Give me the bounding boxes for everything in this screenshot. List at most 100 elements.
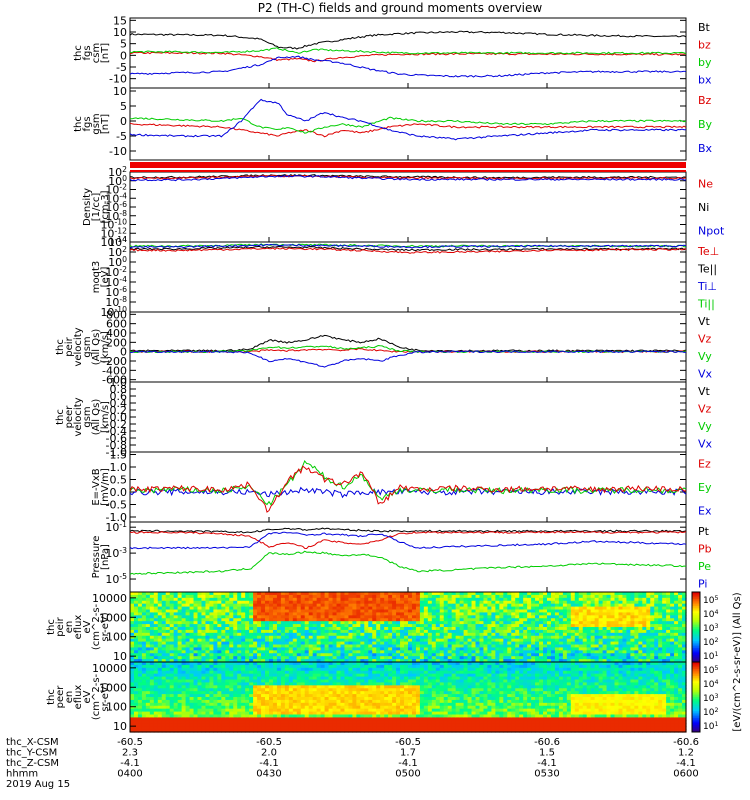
spectrogram-cell — [269, 659, 274, 663]
spectrogram-cell — [288, 711, 294, 716]
spectrogram-cell — [455, 621, 461, 625]
spectrogram-cell — [427, 624, 433, 628]
spectrogram-cell — [415, 650, 421, 654]
spectrogram-cell — [372, 632, 377, 637]
spectrogram-cell — [674, 615, 679, 619]
spectrogram-cell — [404, 641, 409, 646]
spectrogram-cell — [499, 647, 504, 651]
spectrogram-cell — [193, 592, 199, 596]
spectrogram-cell — [284, 621, 290, 625]
spectrogram-cell — [348, 659, 353, 663]
spectrogram-cell — [269, 726, 274, 730]
spectrogram-cell — [265, 673, 270, 678]
spectrogram-cell — [288, 708, 294, 713]
spectrogram-cell — [431, 612, 437, 616]
spectrogram-cell — [336, 702, 342, 707]
spectrogram-cell — [682, 627, 687, 631]
spectrogram-cell — [495, 656, 500, 660]
spectrogram-cell — [130, 624, 135, 628]
spectrogram-cell — [197, 629, 203, 634]
spectrogram-cell — [157, 594, 163, 599]
spectrogram-cell — [626, 632, 631, 637]
spectrogram-cell — [257, 723, 262, 727]
spectrogram-cell — [261, 714, 266, 719]
spectrogram-cell — [276, 635, 282, 640]
spectrogram-cell — [451, 653, 457, 657]
spectrogram-cell — [300, 673, 306, 678]
legend-Pb: Pb — [698, 542, 712, 555]
spectrogram-cell — [598, 606, 604, 611]
spectrogram-cell — [133, 667, 139, 672]
spectrogram-cell — [411, 653, 417, 657]
spectrogram-cell — [261, 615, 266, 619]
spectrogram-cell — [245, 711, 250, 716]
spectrogram-cell — [261, 635, 266, 640]
spectrogram-cell — [352, 632, 357, 637]
spectrogram-cell — [590, 615, 596, 619]
spectrogram-cell — [483, 627, 489, 631]
spectrogram-cell — [590, 592, 596, 596]
spectrogram-cell — [392, 638, 397, 643]
spectrogram-cell — [646, 603, 651, 608]
spectrogram-cell — [328, 697, 334, 701]
spectrogram-cell — [547, 644, 552, 649]
spectrogram-cell — [443, 618, 449, 622]
spectrogram-cell — [550, 627, 556, 631]
spectrogram-cell — [324, 714, 330, 719]
spectrogram-cell — [435, 592, 441, 596]
spectrogram-cell — [249, 670, 254, 675]
spectrogram-cell — [261, 699, 266, 704]
spectrogram-cell — [539, 618, 544, 622]
spectrogram-cell — [372, 612, 377, 616]
spectrogram-cell — [272, 720, 278, 724]
spectrogram-cell — [562, 612, 568, 616]
spectrogram-cell — [380, 618, 385, 622]
spectrogram-cell — [511, 629, 516, 634]
spectrogram-cell — [475, 612, 481, 616]
spectrogram-cell — [308, 641, 314, 646]
spectrogram-cell — [324, 711, 330, 716]
spectrogram-cell — [372, 656, 377, 660]
spectrogram-cell — [137, 694, 143, 698]
spectrogram-cell — [519, 621, 524, 625]
spectrogram-cell — [237, 667, 242, 672]
spectrogram-cell — [336, 676, 342, 681]
spectrogram-cell — [336, 606, 342, 611]
spectrogram-cell — [646, 606, 651, 611]
spectrogram-cell — [590, 650, 596, 654]
spectrogram-cell — [276, 647, 282, 651]
spectrogram-cell — [634, 597, 639, 602]
spectrogram-cell — [392, 606, 397, 611]
spectrogram-cell — [149, 638, 155, 643]
spectrogram-cell — [253, 653, 258, 657]
spectrogram-cell — [245, 723, 250, 727]
spectrogram-cell — [507, 635, 512, 640]
spectrogram-cell — [265, 682, 270, 686]
spectrogram-cell — [455, 603, 461, 608]
spectrogram-cell — [332, 650, 338, 654]
spectrogram-cell — [447, 650, 453, 654]
spectrogram-cell — [209, 638, 214, 643]
spectrogram-cell — [217, 644, 222, 649]
spectrogram-cell — [189, 594, 195, 599]
spectrogram-cell — [233, 644, 238, 649]
spectrogram-cell — [340, 627, 346, 631]
spectrogram-cell — [634, 644, 639, 649]
spectrogram-cell — [364, 624, 369, 628]
spectrogram-cell — [249, 708, 254, 713]
spectrogram-cell — [265, 708, 270, 713]
legend-Npot: Npot — [698, 224, 725, 237]
spectrogram-cell — [594, 656, 600, 660]
spectrogram-cell — [550, 612, 556, 616]
spectrogram-cell — [547, 635, 552, 640]
spectrogram-cell — [622, 659, 628, 663]
spectrogram-cell — [300, 670, 306, 675]
spectrogram-cell — [344, 667, 350, 672]
spectrogram-cell — [249, 624, 254, 628]
spectrogram-cell — [368, 635, 373, 640]
spectrogram-cell — [594, 653, 600, 657]
spectrogram-cell — [225, 670, 230, 675]
spectrogram-cell — [348, 635, 353, 640]
spectrogram-cell — [487, 644, 492, 649]
spectrogram-cell — [547, 615, 552, 619]
